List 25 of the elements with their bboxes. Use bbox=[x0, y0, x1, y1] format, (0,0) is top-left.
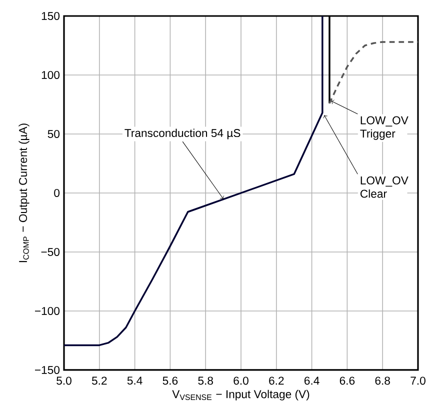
x-tick-label: 6.0 bbox=[234, 376, 248, 385]
x-tick-label: 7.0 bbox=[410, 376, 426, 385]
annotation: Transconduction 54 µS bbox=[124, 128, 240, 140]
y-axis-title: I$_{COMP}$ − Output Current (µA) bbox=[18, 124, 30, 262]
y-tick-label: 50 bbox=[48, 130, 60, 138]
x-tick-label: 5.2 bbox=[92, 376, 107, 385]
y-tick-label: −50 bbox=[41, 248, 60, 256]
y-tick-label: 150 bbox=[42, 12, 60, 20]
y-tick-label: 100 bbox=[42, 70, 60, 79]
annotation: LOW_OV Trigger bbox=[360, 116, 408, 140]
y-tick-label: −100 bbox=[34, 306, 60, 315]
x-tick-label: 6.4 bbox=[304, 376, 320, 385]
y-tick-label: −150 bbox=[34, 366, 60, 374]
x-tick-label: 6.8 bbox=[375, 376, 390, 385]
x-tick-label: 5.6 bbox=[162, 376, 178, 385]
line-series bbox=[63, 15, 324, 346]
x-tick-label: 6.2 bbox=[269, 376, 284, 385]
x-tick-label: 5.0 bbox=[56, 376, 72, 385]
x-axis-title: V$_{VSENSE}$ − Input Voltage (V) bbox=[172, 390, 310, 400]
line-series bbox=[328, 41, 419, 104]
y-tick-label: 0 bbox=[54, 188, 60, 197]
x-tick-label: 6.6 bbox=[340, 376, 355, 385]
x-tick-label: 5.8 bbox=[198, 376, 213, 385]
annotation: LOW_OV Clear bbox=[360, 176, 408, 198]
x-tick-label: 5.4 bbox=[127, 376, 142, 385]
